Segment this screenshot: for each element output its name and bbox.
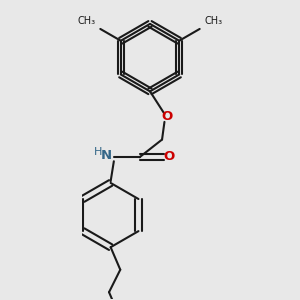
Text: CH₃: CH₃ bbox=[205, 16, 223, 26]
Text: CH₃: CH₃ bbox=[77, 16, 95, 26]
Text: O: O bbox=[164, 150, 175, 163]
Text: N: N bbox=[101, 149, 112, 162]
Text: O: O bbox=[161, 110, 172, 123]
Text: H: H bbox=[94, 147, 102, 158]
